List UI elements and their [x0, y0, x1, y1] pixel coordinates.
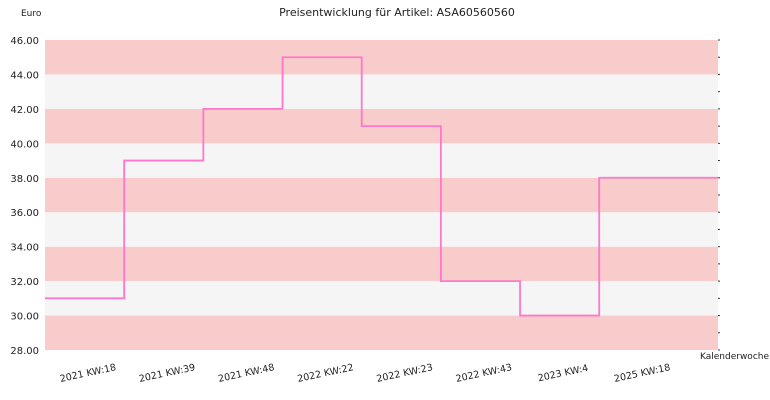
y-tick-label: 32.00	[10, 277, 39, 288]
grid-band	[45, 177, 718, 213]
x-tick-label: 2022 KW:22	[296, 362, 354, 385]
x-tick-label: 2021 KW:48	[217, 362, 275, 385]
x-tick-label: 2025 KW:18	[613, 362, 671, 385]
y-tick-label: 30.00	[10, 312, 39, 323]
y-axis-label: Euro	[21, 9, 42, 19]
grid-band	[45, 40, 718, 75]
grid-band	[45, 315, 718, 350]
x-tick-label: 2021 KW:39	[138, 362, 196, 385]
y-tick-label: 28.00	[10, 346, 39, 357]
y-tick-label: 34.00	[10, 243, 39, 254]
x-axis: 2021 KW:18 2021 KW:39 2021 KW:48 2022 KW:22…	[59, 362, 671, 385]
x-axis-label: Kalenderwoche	[700, 352, 769, 362]
x-tick-label: 2021 KW:18	[59, 362, 117, 385]
background-bands	[45, 40, 718, 350]
grid-band	[45, 281, 718, 316]
y-tick-label: 46.00	[10, 36, 39, 47]
y-tick-label: 42.00	[10, 105, 39, 116]
grid-band	[45, 246, 718, 282]
y-tick-label: 38.00	[10, 174, 39, 185]
series-price	[45, 56, 718, 317]
x-tick-label: 2023 KW:4	[537, 363, 589, 384]
x-tick-label: 2022 KW:23	[376, 362, 434, 385]
x-tick-label: 2022 KW:43	[455, 362, 513, 385]
y-tick-label: 36.00	[10, 208, 39, 219]
y-axis: 28.00 30.00 32.00 34.00 36.00 38.00 40.00 42.00…	[10, 36, 720, 357]
grid-band	[45, 212, 718, 247]
price-step-line	[45, 56, 718, 317]
y-tick-label: 44.00	[10, 70, 39, 81]
y-tick-label: 40.00	[10, 139, 39, 150]
grid-band	[45, 74, 718, 109]
chart-title: Preisentwicklung für Artikel: ASA6056056…	[279, 6, 515, 19]
